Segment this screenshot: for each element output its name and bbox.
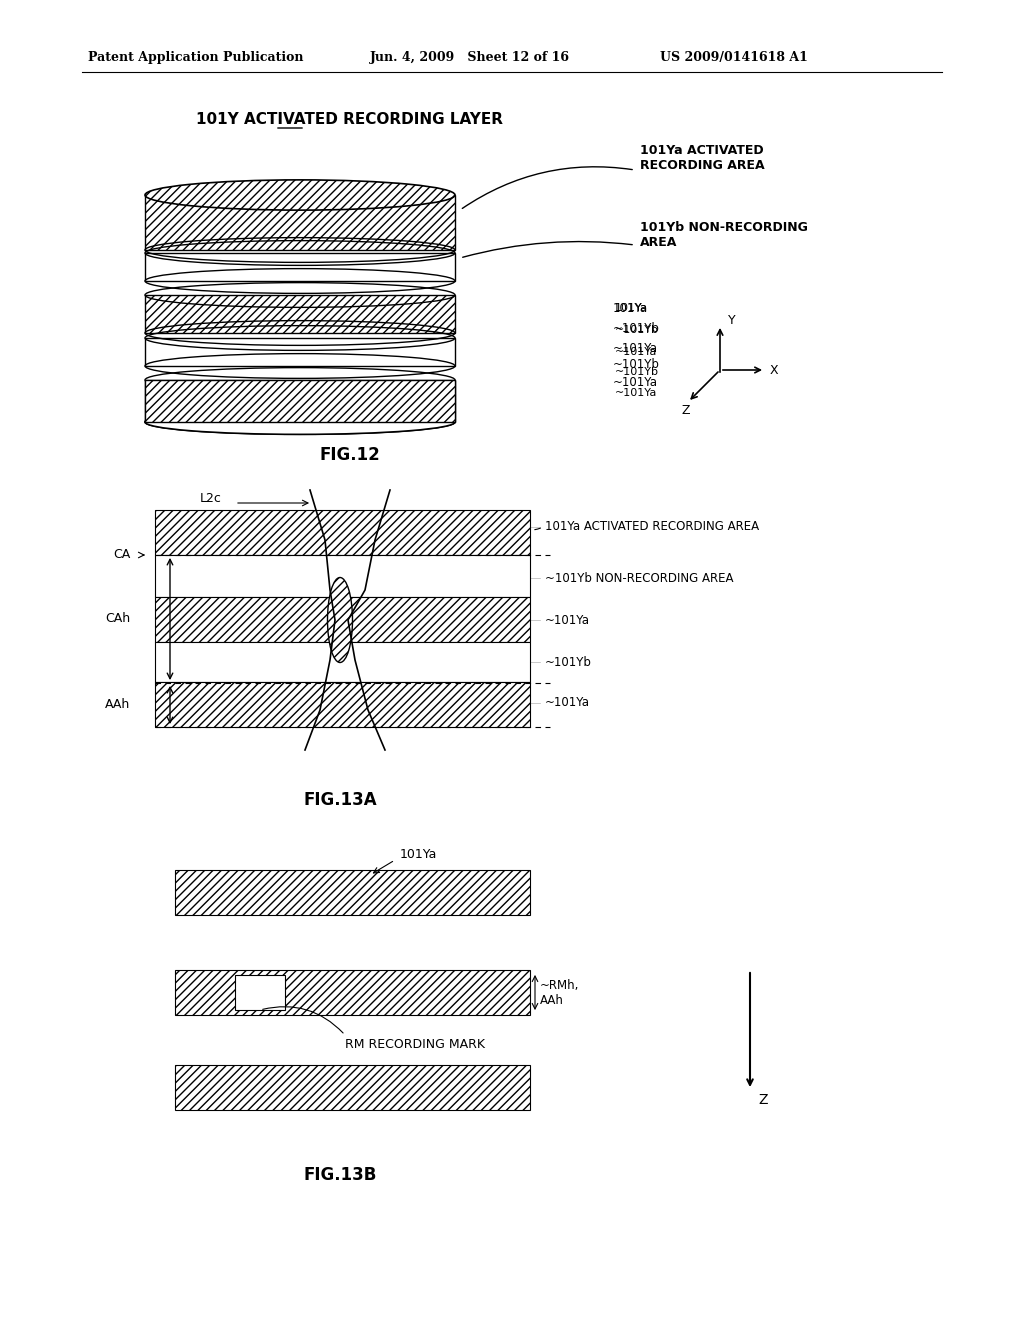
- Text: ~101Ya: ~101Ya: [545, 614, 590, 627]
- Text: 101Ya: 101Ya: [613, 301, 648, 314]
- Text: ~101Yb: ~101Yb: [613, 322, 659, 334]
- Ellipse shape: [145, 409, 455, 434]
- Text: L2c: L2c: [200, 491, 222, 504]
- Text: Jun. 4, 2009   Sheet 12 of 16: Jun. 4, 2009 Sheet 12 of 16: [370, 51, 570, 65]
- Text: ~101Ya: ~101Ya: [615, 347, 657, 356]
- Text: CAh: CAh: [104, 612, 130, 626]
- Bar: [155, 682, 530, 727]
- Bar: [145, 294, 455, 333]
- Text: CA: CA: [113, 549, 130, 561]
- Text: ~101Yb: ~101Yb: [615, 325, 659, 335]
- Bar: [155, 510, 530, 554]
- Text: ~101Yb NON-RECORDING AREA: ~101Yb NON-RECORDING AREA: [545, 572, 733, 585]
- Text: FIG.13B: FIG.13B: [303, 1166, 377, 1184]
- Text: AAh: AAh: [104, 698, 130, 711]
- Bar: [145, 380, 455, 422]
- Bar: [155, 642, 530, 682]
- Bar: [145, 338, 455, 366]
- Ellipse shape: [328, 578, 352, 663]
- Text: ~101Ya: ~101Ya: [615, 388, 657, 399]
- Text: ~RMh,
AAh: ~RMh, AAh: [540, 978, 580, 1006]
- Text: X: X: [770, 363, 778, 376]
- Text: 101Ya: 101Ya: [400, 849, 437, 862]
- Text: ~101Yb: ~101Yb: [613, 359, 659, 371]
- Text: ~101Ya: ~101Ya: [613, 342, 658, 355]
- Text: 101Ya ACTIVATED RECORDING AREA: 101Ya ACTIVATED RECORDING AREA: [545, 520, 759, 533]
- Text: 101Yb NON-RECORDING
AREA: 101Yb NON-RECORDING AREA: [640, 220, 808, 249]
- Bar: [234, 975, 285, 1010]
- Text: FIG.13A: FIG.13A: [303, 791, 377, 809]
- Text: Patent Application Publication: Patent Application Publication: [88, 51, 303, 65]
- Text: US 2009/0141618 A1: US 2009/0141618 A1: [660, 51, 808, 65]
- Text: Z: Z: [758, 1093, 768, 1107]
- Text: Z: Z: [682, 404, 690, 417]
- Text: FIG.12: FIG.12: [319, 446, 380, 465]
- Text: 101Ya ACTIVATED
RECORDING AREA: 101Ya ACTIVATED RECORDING AREA: [640, 144, 765, 172]
- Bar: [145, 380, 455, 422]
- Text: RM RECORDING MARK: RM RECORDING MARK: [345, 1039, 485, 1052]
- Bar: [145, 253, 455, 281]
- Text: 101Ya: 101Ya: [615, 304, 648, 313]
- Bar: [175, 870, 530, 915]
- Text: Y: Y: [728, 314, 735, 326]
- Text: 101Y ACTIVATED RECORDING LAYER: 101Y ACTIVATED RECORDING LAYER: [197, 112, 504, 128]
- Ellipse shape: [145, 180, 455, 210]
- Bar: [155, 554, 530, 597]
- Bar: [175, 970, 530, 1015]
- Text: ~101Yb: ~101Yb: [615, 367, 659, 378]
- Bar: [145, 195, 455, 249]
- Text: ~101Ya: ~101Ya: [545, 697, 590, 710]
- Bar: [175, 1065, 530, 1110]
- Text: ~101Yb: ~101Yb: [545, 656, 592, 668]
- Bar: [155, 597, 530, 642]
- Text: ~101Ya: ~101Ya: [613, 376, 658, 389]
